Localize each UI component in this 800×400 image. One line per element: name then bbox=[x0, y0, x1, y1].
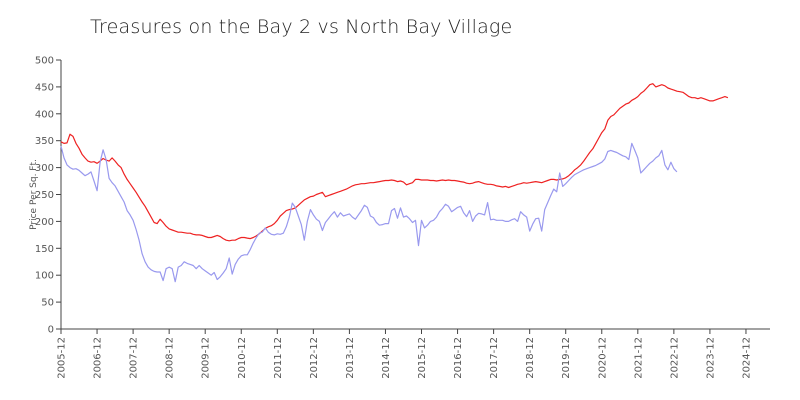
x-tick-label: 2012-12 bbox=[309, 337, 320, 379]
x-tick-label: 2011-12 bbox=[273, 337, 284, 379]
x-tick-label: 2007-12 bbox=[129, 337, 140, 379]
x-tick-label: 2020-12 bbox=[597, 337, 608, 379]
x-tick-label: 2019-12 bbox=[561, 337, 572, 379]
y-tick-label: 400 bbox=[35, 109, 54, 120]
x-tick-label: 2016-12 bbox=[453, 337, 464, 379]
x-tick-label: 2022-12 bbox=[669, 337, 680, 379]
x-tick-label: 2008-12 bbox=[165, 337, 176, 379]
x-tick-label: 2010-12 bbox=[237, 337, 248, 379]
series-layer bbox=[60, 83, 729, 283]
y-tick-label: 150 bbox=[35, 244, 54, 255]
series-line-2 bbox=[60, 142, 678, 283]
x-tick-label: 2015-12 bbox=[417, 337, 428, 379]
x-tick-label: 2018-12 bbox=[525, 337, 536, 379]
y-tick-label: 450 bbox=[35, 82, 54, 93]
x-tick-label: 2013-12 bbox=[345, 337, 356, 379]
x-tick-label: 2009-12 bbox=[201, 337, 212, 379]
chart-title: Treasures on the Bay 2 vs North Bay Vill… bbox=[90, 16, 513, 38]
x-tick-label: 2014-12 bbox=[381, 337, 392, 379]
y-tick-label: 300 bbox=[35, 163, 54, 174]
x-tick-label: 2006-12 bbox=[93, 337, 104, 379]
x-tick-label: 2005-12 bbox=[57, 337, 68, 379]
series-line-1 bbox=[60, 83, 729, 242]
y-tick-label: 350 bbox=[35, 136, 54, 147]
x-tick-label: 2021-12 bbox=[633, 337, 644, 379]
y-tick-label: 250 bbox=[35, 190, 54, 201]
x-tick-label: 2017-12 bbox=[489, 337, 500, 379]
y-axis-label: Price Per Sq. Ft. bbox=[29, 159, 39, 230]
y-tick-label: 0 bbox=[48, 325, 54, 336]
x-tick-label: 2024-12 bbox=[741, 337, 752, 379]
y-tick-label: 50 bbox=[41, 298, 54, 309]
axes: 0 50 100 150 200 250 300 350 400 450 500 Price Per … bbox=[29, 56, 770, 379]
y-tick-label: 500 bbox=[35, 56, 54, 67]
y-tick-label: 200 bbox=[35, 217, 54, 228]
y-tick-label: 100 bbox=[35, 271, 54, 282]
x-tick-label: 2023-12 bbox=[705, 337, 716, 379]
